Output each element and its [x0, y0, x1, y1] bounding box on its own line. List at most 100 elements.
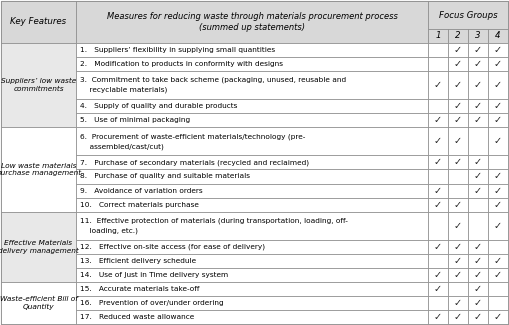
Bar: [427, 184, 447, 198]
Bar: [447, 29, 467, 43]
Text: ✓: ✓: [473, 45, 481, 55]
Bar: [447, 212, 467, 240]
Bar: [1, 127, 76, 212]
Bar: [467, 310, 487, 324]
Bar: [487, 155, 507, 169]
Bar: [427, 268, 447, 282]
Text: ✓: ✓: [453, 101, 461, 111]
Text: ✓: ✓: [493, 172, 501, 181]
Bar: [427, 198, 447, 212]
Bar: [467, 282, 487, 296]
Text: 4.   Supply of quality and durable products: 4. Supply of quality and durable product…: [80, 103, 237, 109]
Bar: [447, 127, 467, 155]
Bar: [76, 127, 427, 155]
Bar: [76, 296, 427, 310]
Text: 17.   Reduced waste allowance: 17. Reduced waste allowance: [80, 314, 194, 320]
Bar: [427, 127, 447, 155]
Text: ✓: ✓: [473, 270, 481, 280]
Bar: [427, 240, 447, 254]
Bar: [427, 310, 447, 324]
Text: ✓: ✓: [493, 270, 501, 280]
Text: 14.   Use of Just in Time delivery system: 14. Use of Just in Time delivery system: [80, 272, 228, 278]
Bar: [467, 57, 487, 71]
Bar: [76, 71, 427, 99]
Bar: [467, 155, 487, 169]
Bar: [467, 198, 487, 212]
Bar: [427, 113, 447, 127]
Text: 3.  Commitment to take back scheme (packaging, unused, reusable and: 3. Commitment to take back scheme (packa…: [80, 77, 346, 84]
Bar: [1, 43, 76, 127]
Text: ✓: ✓: [453, 242, 461, 252]
Text: ✓: ✓: [433, 284, 441, 294]
Text: ✓: ✓: [453, 136, 461, 146]
Bar: [427, 169, 447, 184]
Text: ✓: ✓: [473, 59, 481, 69]
Text: ✓: ✓: [473, 115, 481, 125]
Text: 15.   Accurate materials take-off: 15. Accurate materials take-off: [80, 286, 199, 292]
Text: ✓: ✓: [453, 45, 461, 55]
Bar: [76, 155, 427, 169]
Text: 1: 1: [434, 32, 440, 41]
Bar: [447, 99, 467, 113]
Text: 1.   Suppliers’ flexibility in supplying small quantities: 1. Suppliers’ flexibility in supplying s…: [80, 47, 274, 53]
Bar: [427, 71, 447, 99]
Text: ✓: ✓: [493, 59, 501, 69]
Text: recyclable materials): recyclable materials): [80, 87, 167, 93]
Text: Low waste materials
purchase management: Low waste materials purchase management: [0, 162, 81, 176]
Bar: [427, 254, 447, 268]
Bar: [467, 71, 487, 99]
Bar: [427, 1, 507, 29]
Bar: [427, 43, 447, 57]
Bar: [76, 113, 427, 127]
Text: 12.   Effective on-site access (for ease of delivery): 12. Effective on-site access (for ease o…: [80, 243, 265, 250]
Text: ✓: ✓: [453, 270, 461, 280]
Bar: [1, 212, 76, 282]
Bar: [427, 29, 447, 43]
Text: 11.  Effective protection of materials (during transportation, loading, off-: 11. Effective protection of materials (d…: [80, 217, 347, 224]
Text: ✓: ✓: [453, 256, 461, 266]
Bar: [487, 71, 507, 99]
Text: ✓: ✓: [433, 242, 441, 252]
Text: ✓: ✓: [473, 284, 481, 294]
Bar: [447, 310, 467, 324]
Bar: [447, 155, 467, 169]
Bar: [487, 240, 507, 254]
Bar: [447, 184, 467, 198]
Bar: [427, 99, 447, 113]
Text: 13.   Efficient delivery schedule: 13. Efficient delivery schedule: [80, 258, 196, 264]
Bar: [467, 184, 487, 198]
Bar: [467, 127, 487, 155]
Text: assembled/cast/cut): assembled/cast/cut): [80, 143, 163, 150]
Bar: [447, 113, 467, 127]
Text: ✓: ✓: [473, 157, 481, 167]
Bar: [76, 254, 427, 268]
Bar: [447, 254, 467, 268]
Bar: [487, 254, 507, 268]
Text: ✓: ✓: [493, 312, 501, 322]
Text: ✓: ✓: [493, 115, 501, 125]
Bar: [427, 155, 447, 169]
Bar: [76, 240, 427, 254]
Bar: [447, 282, 467, 296]
Text: ✓: ✓: [473, 256, 481, 266]
Bar: [467, 29, 487, 43]
Bar: [467, 254, 487, 268]
Bar: [487, 282, 507, 296]
Text: Measures for reducing waste through materials procurement process
(summed up sta: Measures for reducing waste through mate…: [106, 12, 397, 32]
Bar: [447, 71, 467, 99]
Text: 7.   Purchase of secondary materials (recycled and reclaimed): 7. Purchase of secondary materials (recy…: [80, 159, 308, 166]
Bar: [467, 296, 487, 310]
Text: ✓: ✓: [493, 200, 501, 210]
Text: ✓: ✓: [453, 200, 461, 210]
Text: ✓: ✓: [473, 298, 481, 308]
Bar: [487, 169, 507, 184]
Text: ✓: ✓: [433, 270, 441, 280]
Bar: [487, 212, 507, 240]
Bar: [467, 240, 487, 254]
Bar: [427, 212, 447, 240]
Bar: [487, 310, 507, 324]
Text: ✓: ✓: [493, 256, 501, 266]
Bar: [76, 99, 427, 113]
Text: ✓: ✓: [433, 200, 441, 210]
Text: ✓: ✓: [433, 312, 441, 322]
